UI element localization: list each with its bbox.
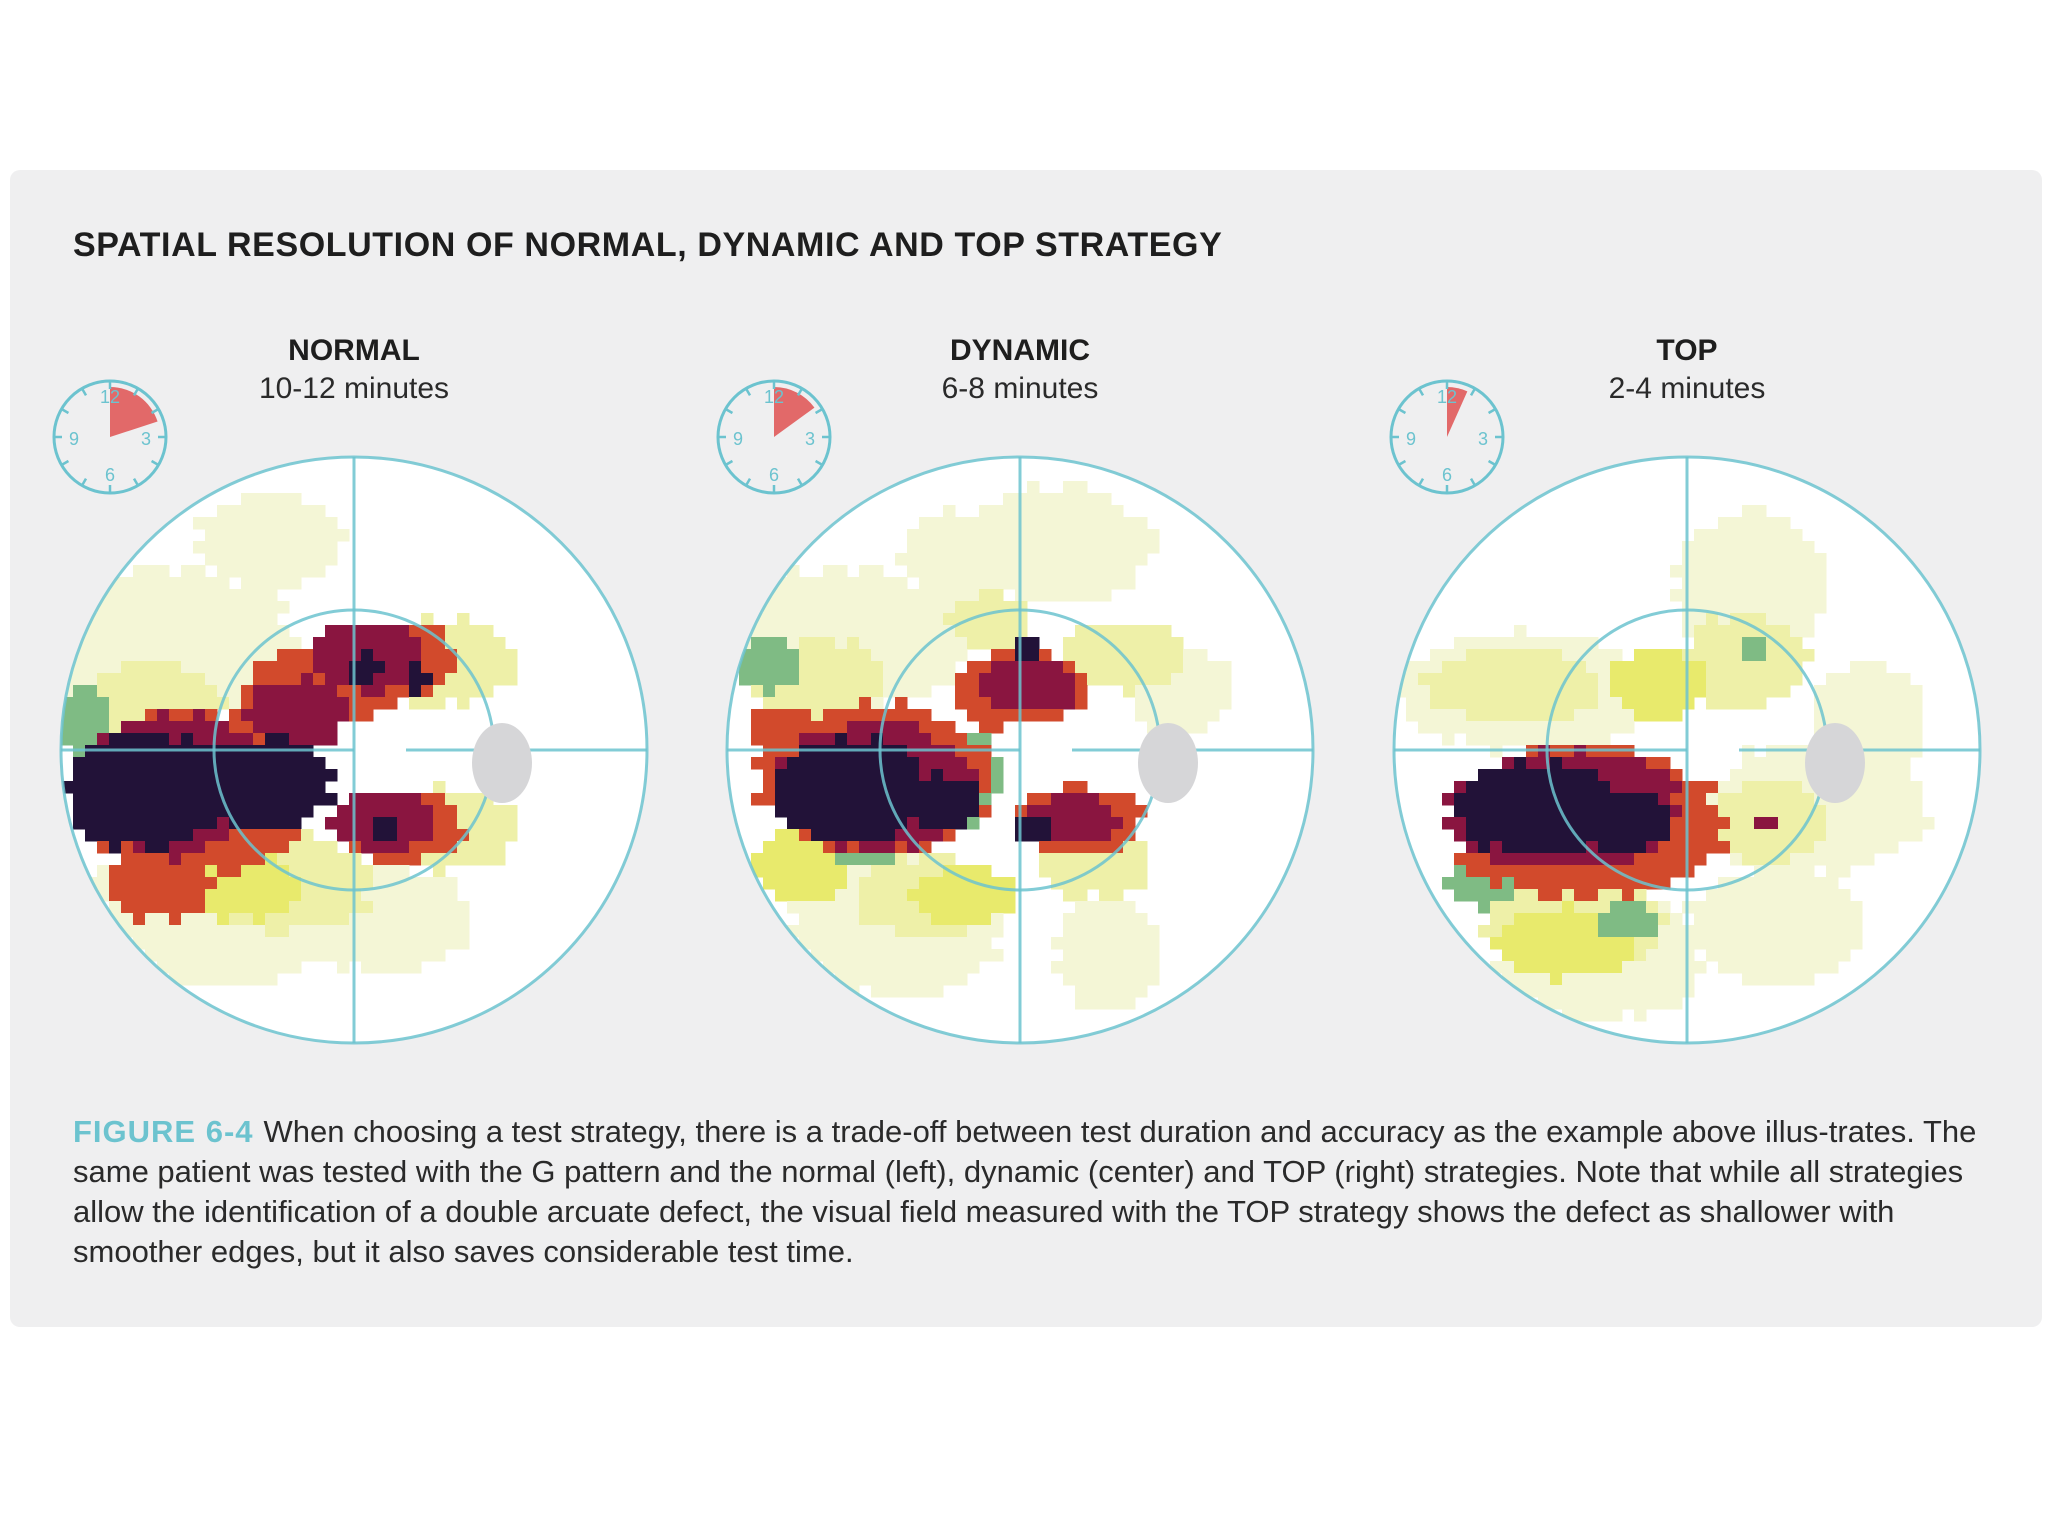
strategy-title-top: TOP — [1656, 334, 1718, 367]
clock-tick — [1397, 459, 1407, 467]
clock-tick — [60, 459, 70, 467]
clock-numeral: 9 — [733, 429, 743, 449]
clock-tick — [724, 407, 734, 415]
clock-icon-normal: 12 3 6 9 — [52, 379, 168, 495]
clock-tick — [150, 407, 160, 415]
blind-spot — [1805, 723, 1865, 803]
figure-caption-text: When choosing a test strategy, there is … — [73, 1114, 1977, 1269]
clock-tick — [814, 407, 824, 415]
blind-spot — [1138, 723, 1198, 803]
clock-tick — [60, 407, 70, 415]
strategy-duration-normal: 10-12 minutes — [258, 372, 450, 405]
clock-elapsed-wedge — [110, 387, 158, 437]
clock-numeral: 12 — [1437, 387, 1457, 407]
clock-tick — [132, 387, 140, 397]
strategy-title-dynamic: DYNAMIC — [950, 334, 1090, 367]
strategy-duration-dynamic: 6-8 minutes — [941, 372, 1099, 405]
visual-field-dynamic — [725, 455, 1315, 1045]
clock-tick — [1487, 407, 1497, 415]
strategy-duration-top: 2-4 minutes — [1608, 372, 1766, 405]
visual-field-normal — [59, 455, 649, 1045]
clock-tick — [1417, 477, 1425, 487]
visual-field-top — [1392, 455, 1982, 1045]
strategy-title-normal: NORMAL — [288, 334, 420, 367]
blind-spot — [472, 723, 532, 803]
clock-tick — [80, 477, 88, 487]
clock-numeral: 9 — [69, 429, 79, 449]
clock-tick — [724, 459, 734, 467]
clock-numeral: 6 — [769, 465, 779, 485]
clock-elapsed-wedge — [774, 387, 815, 437]
clock-numeral: 6 — [105, 465, 115, 485]
clock-tick — [132, 477, 140, 487]
figure-label: FIGURE 6-4 — [73, 1114, 254, 1149]
figure-heading: SPATIAL RESOLUTION OF NORMAL, DYNAMIC AN… — [73, 226, 1223, 264]
field-cells-normal — [61, 493, 518, 986]
clock-elapsed-wedge — [1447, 387, 1468, 437]
clock-icon-dynamic: 12 3 6 9 — [716, 379, 832, 495]
clock-tick — [1417, 387, 1425, 397]
clock-tick — [150, 459, 160, 467]
clock-tick — [1397, 407, 1407, 415]
clock-tick — [744, 477, 752, 487]
field-cells-top — [1394, 505, 1935, 1022]
clock-tick — [796, 477, 804, 487]
clock-tick — [1487, 459, 1497, 467]
clock-tick — [1469, 387, 1477, 397]
clock-numeral: 3 — [805, 429, 815, 449]
clock-tick — [80, 387, 88, 397]
clock-tick — [1469, 477, 1477, 487]
clock-numeral: 9 — [1406, 429, 1416, 449]
clock-tick — [744, 387, 752, 397]
figure-caption: FIGURE 6-4 When choosing a test strategy,… — [73, 1112, 1983, 1272]
clock-icon-top: 12 3 6 9 — [1389, 379, 1505, 495]
clock-tick — [796, 387, 804, 397]
clock-numeral: 3 — [1478, 429, 1488, 449]
clock-tick — [814, 459, 824, 467]
clock-numeral: 12 — [100, 387, 120, 407]
clock-numeral: 3 — [141, 429, 151, 449]
clock-numeral: 12 — [764, 387, 784, 407]
clock-numeral: 6 — [1442, 465, 1452, 485]
